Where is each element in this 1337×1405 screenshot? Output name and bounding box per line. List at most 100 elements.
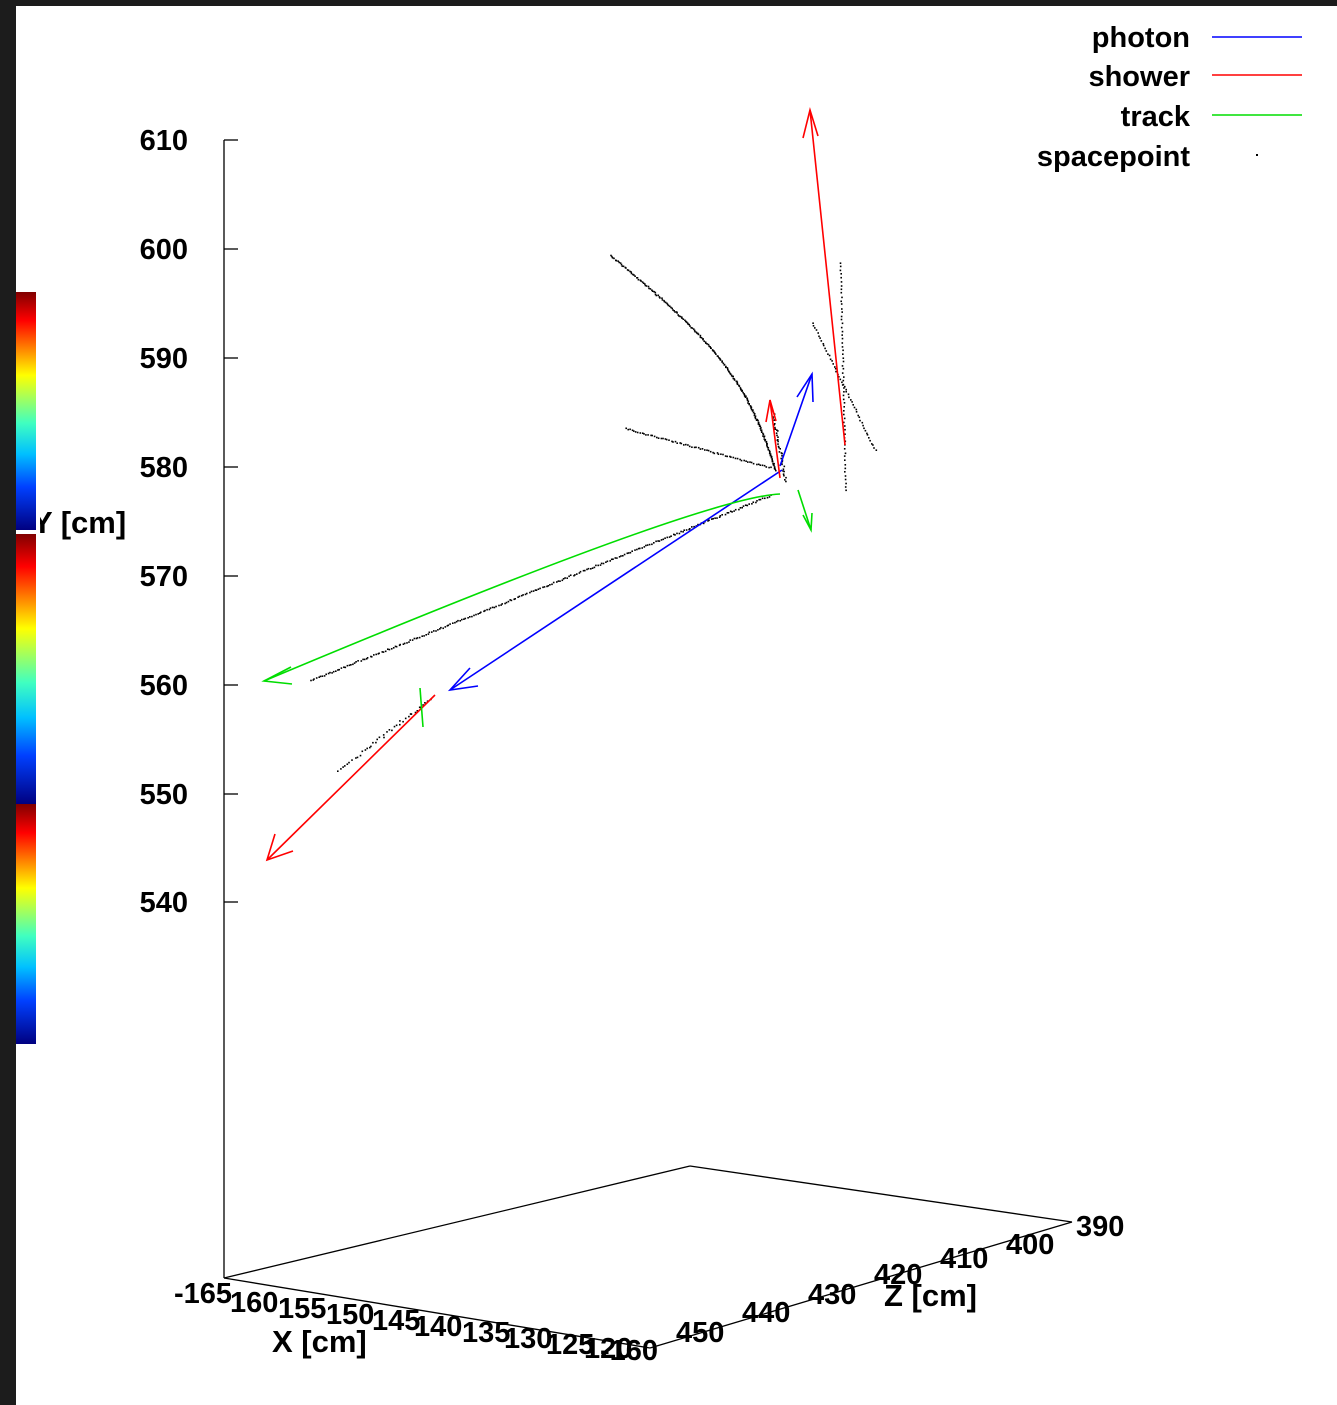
spacepoint — [674, 311, 676, 313]
spacepoint — [748, 404, 750, 406]
spacepoint — [843, 399, 845, 401]
spacepoint — [863, 428, 865, 430]
spacepoint — [580, 571, 582, 573]
spacepoint — [467, 617, 469, 619]
spacepoint — [844, 418, 846, 420]
spacepoint — [620, 262, 622, 264]
spacepoint — [355, 757, 357, 759]
spacepoint — [816, 329, 818, 331]
spacepoint — [533, 590, 535, 592]
spacepoint — [347, 665, 349, 667]
spacepoint — [747, 461, 749, 463]
spacepoint — [630, 552, 632, 554]
spacepoint — [522, 594, 524, 596]
z-tick-label: 410 — [940, 1243, 988, 1275]
spacepoint — [656, 295, 658, 297]
spacepoint — [703, 340, 705, 342]
spacepoint — [845, 389, 847, 391]
spacepoint — [662, 299, 664, 301]
spacepoint — [872, 444, 874, 446]
spacepoint — [841, 285, 843, 287]
spacepoint — [763, 436, 765, 438]
spacepoint — [640, 432, 642, 434]
spacepoint — [619, 556, 621, 558]
spacepoint — [842, 365, 844, 367]
y-tick-label: 580 — [140, 452, 188, 484]
spacepoint — [437, 629, 439, 631]
spacepoint — [662, 438, 664, 440]
spacepoint — [316, 677, 318, 679]
spacepoint — [759, 424, 761, 426]
spacepoint — [414, 638, 416, 640]
legend-label-shower: shower — [1088, 61, 1190, 93]
spacepoint — [544, 586, 546, 588]
spacepoint — [685, 444, 687, 446]
spacepoint — [383, 651, 385, 653]
spacepoint — [840, 262, 842, 264]
spacepoint — [738, 509, 740, 511]
spacepoint — [409, 639, 411, 641]
spacepoint — [845, 479, 847, 481]
spacepoint — [457, 620, 459, 622]
spacepoint — [352, 664, 354, 666]
spacepoint — [452, 622, 454, 624]
spacepoint — [376, 739, 378, 741]
spacepoint — [613, 258, 615, 260]
spacepoint — [708, 344, 710, 346]
spacepoint — [588, 568, 590, 570]
spacepoint — [745, 396, 747, 398]
spacepoint — [760, 499, 762, 501]
spacepoint — [538, 588, 540, 590]
spacepoint — [716, 517, 718, 519]
x-tick-label: -165 — [174, 1278, 232, 1310]
spacepoint — [727, 367, 729, 369]
spacepoint — [771, 457, 773, 459]
spacepoint — [840, 379, 842, 381]
spacepoint — [576, 573, 578, 575]
spacepoint — [756, 419, 758, 421]
spacepoint — [393, 647, 395, 649]
spacepoint — [785, 477, 787, 479]
spacepoint — [341, 667, 343, 669]
spacepoint — [627, 429, 629, 431]
spacepoint — [506, 602, 508, 604]
y-tick-label: 610 — [140, 125, 188, 157]
spacepoint — [829, 355, 831, 357]
spacepoint — [461, 619, 463, 621]
spacepoint — [831, 360, 833, 362]
spacepoint — [844, 459, 846, 461]
spacepoint — [343, 666, 345, 668]
track-series — [264, 490, 812, 727]
spacepoint — [755, 502, 757, 504]
spacepoint — [646, 285, 648, 287]
spacepoint — [842, 342, 844, 344]
spacepoint — [842, 338, 844, 340]
spacepoint — [844, 448, 846, 450]
spacepoint — [683, 529, 685, 531]
spacepoint — [563, 578, 565, 580]
spacepoint — [600, 564, 602, 566]
spacepoint — [405, 718, 407, 720]
spacepoint — [735, 458, 737, 460]
spacepoint — [325, 674, 327, 676]
spacepoint — [845, 468, 847, 470]
spacepoint — [361, 660, 363, 662]
spacepoint — [676, 533, 678, 535]
spacepoint — [644, 546, 646, 548]
spacepoint — [428, 633, 430, 635]
spacepoint — [399, 724, 401, 726]
spacepoint — [590, 568, 592, 570]
colorbar-segment — [16, 534, 36, 804]
spacepoint — [754, 413, 756, 415]
spacepoint — [841, 292, 843, 294]
spacepoint — [865, 430, 867, 432]
spacepoint — [631, 273, 633, 275]
spacepoint — [750, 407, 752, 409]
spacepoint — [764, 440, 766, 442]
spacepoint — [689, 446, 691, 448]
spacepoint — [706, 343, 708, 345]
spacepoint — [659, 297, 661, 299]
x-tick-label: 160 — [230, 1287, 278, 1319]
spacepoint — [843, 410, 845, 412]
spacepoint — [501, 603, 503, 605]
